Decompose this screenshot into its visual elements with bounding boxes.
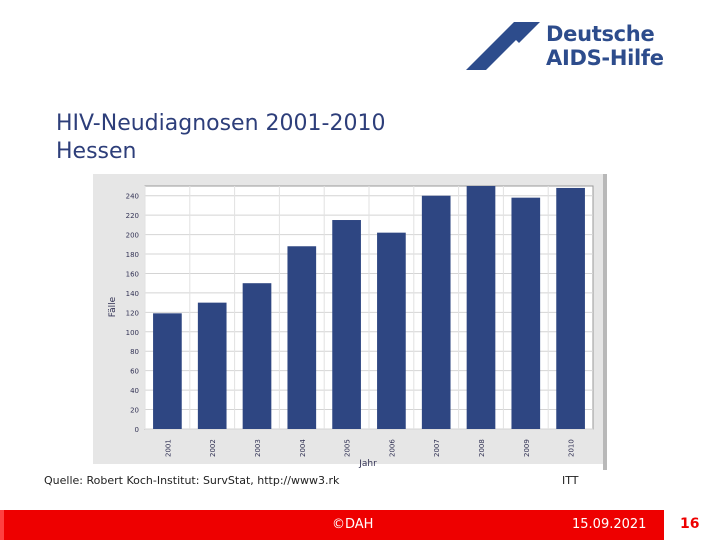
y-tick-label: 100	[126, 329, 139, 337]
source-suffix: ITT	[562, 474, 579, 487]
y-axis-label: Fälle	[108, 296, 118, 317]
x-axis-label: Jahr	[358, 459, 377, 469]
page-number: 16	[680, 516, 700, 532]
logo-mark-icon	[466, 22, 540, 70]
x-tick-label: 2010	[568, 439, 576, 457]
bar	[421, 195, 451, 429]
logo-line-1: Deutsche	[546, 22, 655, 46]
bar	[287, 246, 317, 429]
y-tick-label: 40	[130, 387, 139, 395]
chart-shadow-right	[603, 174, 607, 470]
y-tick-label: 60	[130, 368, 139, 376]
x-tick-label: 2005	[344, 439, 352, 457]
x-tick-label: 2007	[433, 439, 441, 457]
logo-line-2: AIDS-Hilfe	[546, 46, 664, 70]
bar	[197, 302, 227, 429]
y-tick-label: 80	[130, 348, 139, 356]
x-tick-label: 2006	[388, 439, 396, 457]
bar	[466, 186, 496, 429]
bar	[153, 313, 182, 429]
y-tick-label: 200	[126, 232, 139, 240]
y-tick-label: 20	[130, 407, 139, 415]
x-tick-label: 2008	[478, 439, 486, 457]
bar	[332, 220, 361, 429]
x-tick-label: 2004	[299, 439, 307, 457]
logo-text: Deutsche AIDS-Hilfe	[546, 22, 664, 70]
slide-title: HIV-Neudiagnosen 2001-2010 Hessen	[56, 110, 385, 166]
bar	[511, 197, 541, 429]
y-tick-label: 240	[126, 193, 139, 201]
y-tick-label: 220	[126, 212, 139, 220]
x-tick-label: 2002	[209, 439, 217, 457]
bar	[556, 187, 585, 429]
bar	[242, 283, 272, 429]
y-tick-label: 140	[126, 290, 139, 298]
footer-copyright: ©DAH	[332, 517, 374, 532]
x-tick-label: 2003	[254, 439, 262, 457]
bar	[377, 232, 406, 429]
bar-chart: 0 20 40 60 80 100 120 140 160 180 200 220 240 2001 20…	[93, 174, 607, 470]
footer-bar: ©DAH 15.09.2021	[0, 510, 664, 540]
source-text: Quelle: Robert Koch-Institut: SurvStat, …	[44, 474, 340, 487]
y-tick-label: 120	[126, 309, 139, 317]
y-tick-label: 0	[135, 426, 139, 434]
slide-title-line-1: HIV-Neudiagnosen 2001-2010	[56, 111, 386, 136]
x-tick-label: 2001	[164, 439, 172, 457]
chart-container: 0 20 40 60 80 100 120 140 160 180 200 220 240 2001 20…	[93, 174, 609, 470]
logo: Deutsche AIDS-Hilfe	[466, 22, 666, 72]
footer-date: 15.09.2021	[572, 517, 647, 532]
slide-title-line-2: Hessen	[56, 139, 137, 164]
footer-accent	[0, 510, 4, 540]
y-tick-label: 160	[126, 270, 139, 278]
x-tick-label: 2009	[523, 439, 531, 457]
y-tick-label: 180	[126, 251, 139, 259]
